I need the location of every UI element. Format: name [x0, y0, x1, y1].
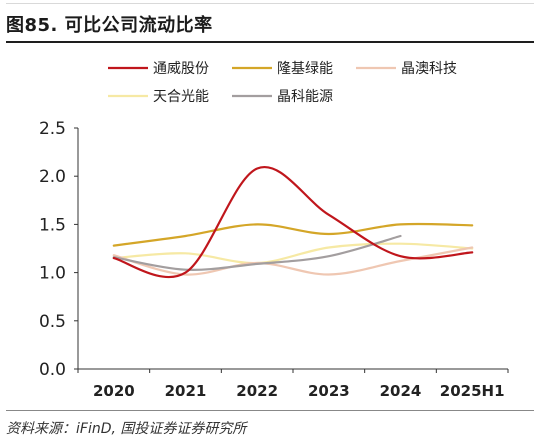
source-note: 资料来源：iFinD, 国投证券证券研究所	[6, 421, 247, 437]
source-rule	[6, 410, 534, 411]
legend-label: 晶科能源	[277, 89, 333, 105]
series-line-3	[112, 246, 474, 276]
series-line-4	[112, 242, 474, 265]
chart-axes: 0.0 0.5 1.0 1.5 2.0 2.5 2020 2021 2022 2023 2024 20…	[39, 119, 509, 400]
figure-title: 图85. 可比公司流动比率	[6, 15, 213, 36]
legend-label: 隆基绿能	[277, 60, 333, 77]
x-tick-label: 2024	[380, 382, 422, 400]
y-tick-label: 2.5	[39, 119, 66, 139]
legend-label: 天合光能	[153, 89, 209, 105]
x-tick-label: 2021	[165, 382, 207, 400]
series-line-2	[112, 222, 474, 247]
legend-label: 晶澳科技	[401, 61, 457, 77]
y-tick-label: 2.0	[39, 167, 66, 187]
x-tick-label: 2025H1	[440, 382, 505, 400]
series-line-1	[112, 165, 474, 279]
title-rule	[6, 41, 534, 43]
series-line-5	[112, 234, 402, 271]
chart-series	[112, 165, 474, 279]
y-tick-label: 0.0	[39, 360, 66, 380]
y-tick-label: 0.5	[39, 312, 66, 332]
top-border-line	[6, 3, 534, 4]
y-tick-label: 1.5	[39, 215, 66, 235]
legend-label: 通威股份	[153, 61, 209, 77]
x-tick-label: 2022	[236, 382, 278, 400]
x-tick-label: 2023	[308, 382, 350, 400]
y-tick-label: 1.0	[39, 264, 66, 284]
x-tick-label: 2020	[93, 382, 135, 400]
